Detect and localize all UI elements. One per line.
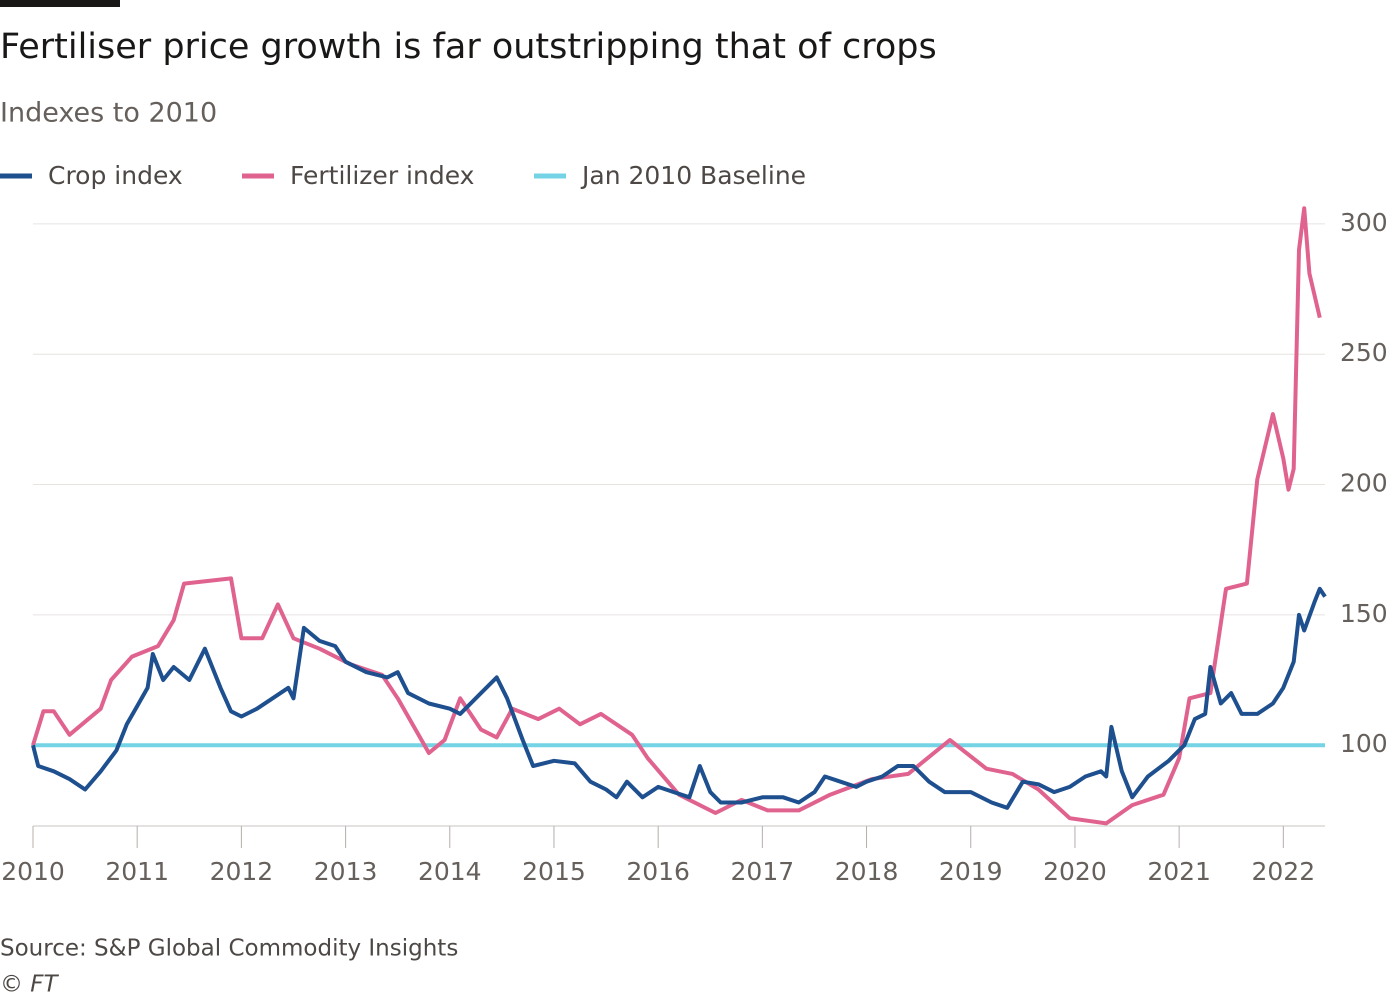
x-tick-label: 2017 — [731, 857, 795, 886]
x-tick-label: 2022 — [1252, 857, 1316, 886]
credit: © FT — [0, 972, 60, 998]
x-tick-label: 2015 — [522, 857, 586, 886]
y-tick-label: 150 — [1340, 599, 1388, 628]
x-tick-label: 2014 — [418, 857, 482, 886]
x-tick-label: 2010 — [1, 857, 65, 886]
y-tick-label: 300 — [1340, 208, 1388, 237]
legend-label: Jan 2010 Baseline — [580, 161, 806, 190]
y-tick-label: 200 — [1340, 469, 1388, 498]
y-tick-label: 100 — [1340, 729, 1388, 758]
chart-subtitle: Indexes to 2010 — [0, 98, 217, 129]
series-line — [31, 586, 1327, 810]
chart-title: Fertiliser price growth is far outstripp… — [0, 27, 937, 67]
x-tick-label: 2019 — [939, 857, 1003, 886]
legend-label: Crop index — [48, 161, 183, 190]
source: Source: S&P Global Commodity Insights — [0, 936, 458, 962]
x-tick-label: 2016 — [626, 857, 690, 886]
x-tick-label: 2012 — [210, 857, 274, 886]
series-line — [31, 206, 1322, 826]
x-tick-label: 2013 — [314, 857, 378, 886]
brand-bar — [0, 0, 120, 7]
x-tick-label: 2021 — [1147, 857, 1211, 886]
y-tick-label: 250 — [1340, 338, 1388, 367]
x-tick-label: 2020 — [1043, 857, 1107, 886]
x-tick-label: 2018 — [835, 857, 899, 886]
legend-label: Fertilizer index — [290, 161, 474, 190]
x-tick-label: 2011 — [105, 857, 169, 886]
